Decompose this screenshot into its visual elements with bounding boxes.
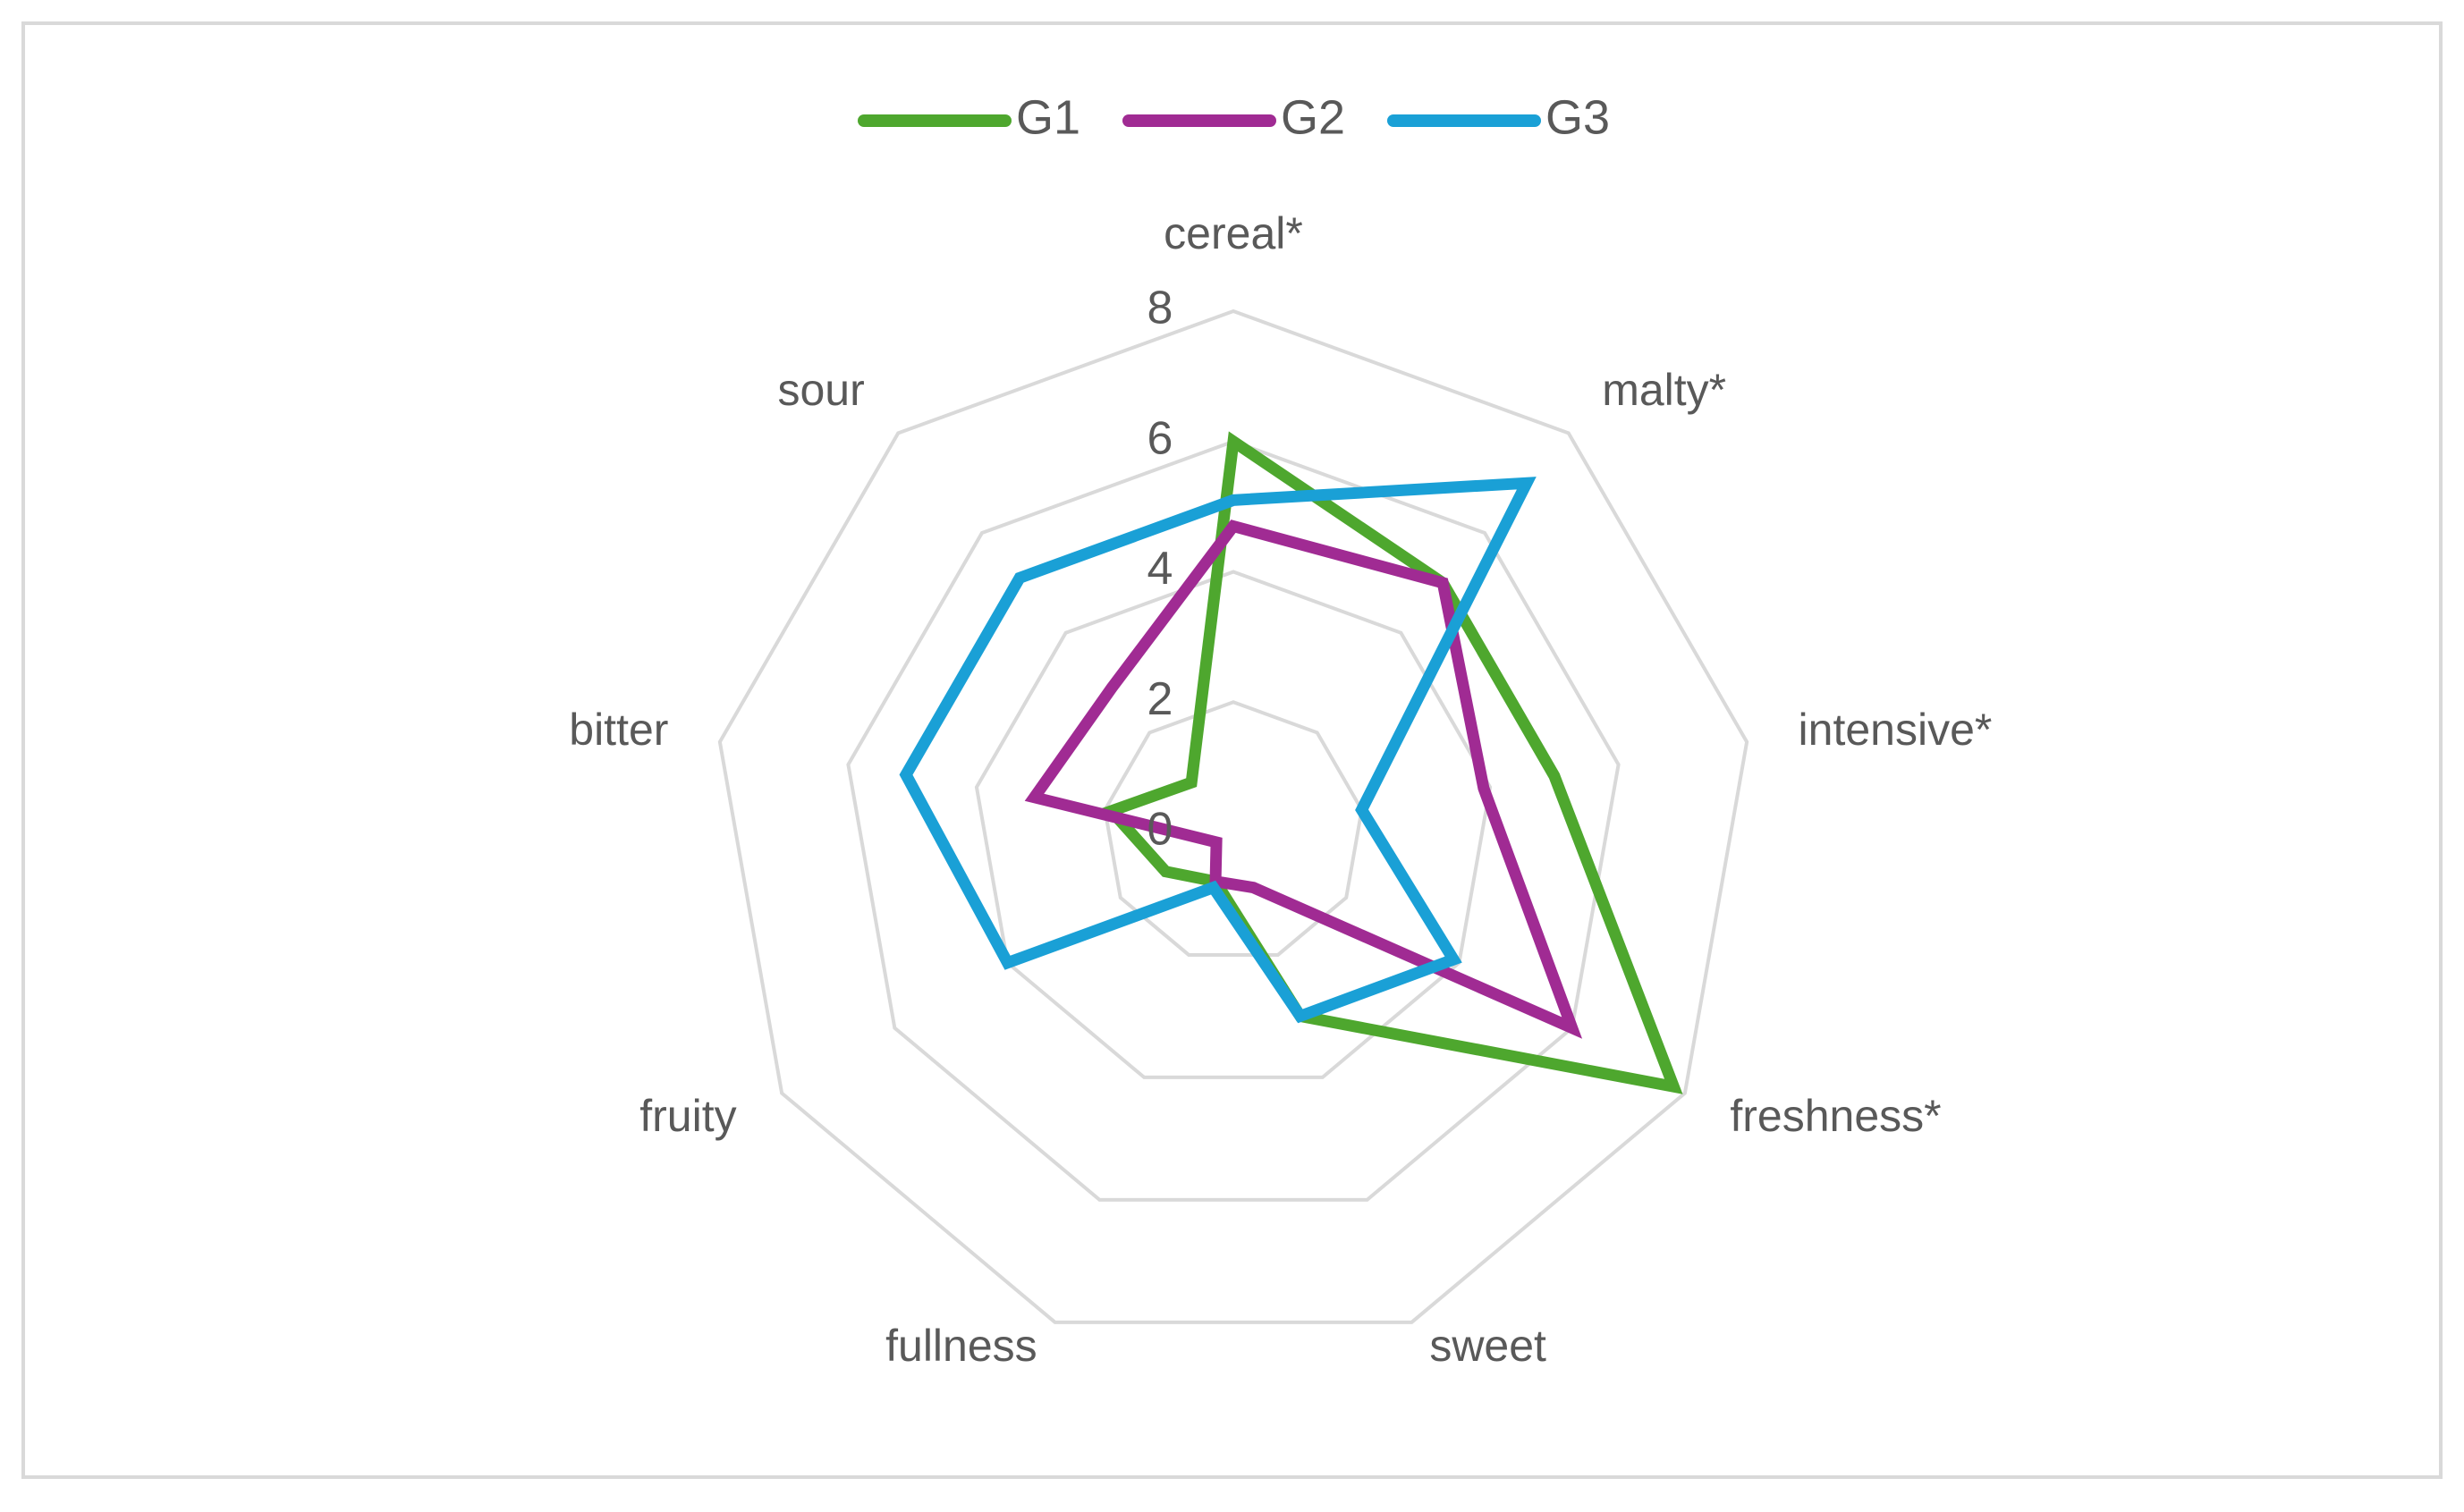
r-tick-label: 2 xyxy=(1147,673,1173,725)
category-label: fullness xyxy=(885,1321,1037,1371)
category-label: malty* xyxy=(1602,365,1726,415)
legend-label: G3 xyxy=(1545,90,1610,144)
grid-line xyxy=(974,570,1493,1079)
grid xyxy=(717,308,1749,1324)
r-tick-label: 0 xyxy=(1147,804,1173,856)
grid-line xyxy=(1103,700,1364,957)
chart-frame xyxy=(21,21,2443,1479)
r-tick-label: 8 xyxy=(1147,283,1173,334)
legend-label: G1 xyxy=(1016,90,1080,144)
labels: 0 2 4 6 8 cereal* malty* intensive* freshness* sw… xyxy=(569,90,1992,1371)
series-line xyxy=(1024,519,1583,1039)
category-label: fruity xyxy=(639,1091,736,1141)
category-label: sour xyxy=(778,365,865,415)
category-label: bitter xyxy=(569,705,668,755)
r-tick-label: 4 xyxy=(1147,543,1173,595)
series-layer xyxy=(899,431,1683,1094)
category-label: freshness* xyxy=(1730,1091,1941,1141)
category-label: intensive* xyxy=(1799,705,1993,755)
series-line xyxy=(899,477,1537,1024)
r-tick-label: 6 xyxy=(1147,412,1173,464)
legend-label: G2 xyxy=(1281,90,1345,144)
category-label: sweet xyxy=(1429,1321,1546,1371)
grid-line xyxy=(846,439,1621,1202)
grid-line xyxy=(717,308,1749,1324)
category-label: cereal* xyxy=(1164,208,1303,258)
